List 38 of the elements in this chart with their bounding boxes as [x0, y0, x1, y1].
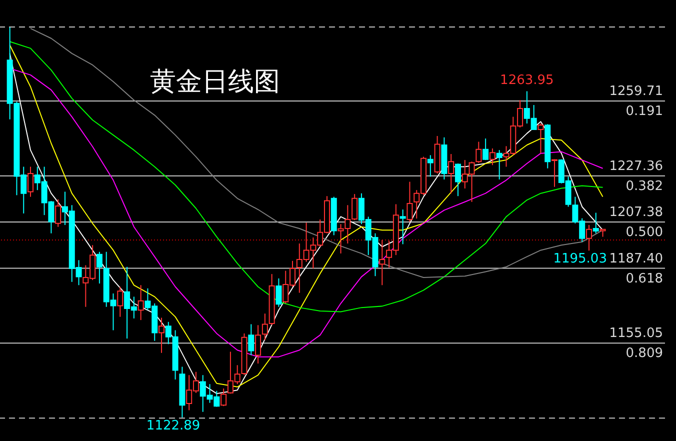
- ref-line-label: 1155.05: [609, 326, 663, 342]
- candlestick: [276, 278, 282, 308]
- candlestick: [448, 154, 454, 194]
- candlestick: [454, 162, 461, 197]
- annotation: 1263.95: [500, 73, 554, 88]
- candlestick: [427, 154, 434, 178]
- annotation: 1122.89: [146, 418, 200, 434]
- ref-line-label: 1259.71: [609, 84, 663, 100]
- candlestick: [586, 224, 592, 252]
- candlestick: [55, 198, 62, 228]
- candlestick: [138, 284, 144, 321]
- ref-line-label: 1187.40: [609, 251, 663, 266]
- candlestick: [117, 286, 124, 318]
- candlestick: [406, 181, 413, 222]
- annotation: 0.618: [626, 271, 663, 286]
- annotation: 0.191: [626, 104, 663, 120]
- ref-line-label: 1227.36: [609, 158, 663, 174]
- annotation: 0.382: [626, 178, 663, 194]
- candlestick: [248, 324, 254, 356]
- annotation: 1195.03: [553, 252, 607, 267]
- candlestick: [592, 212, 599, 234]
- annotation: 0.500: [626, 225, 663, 240]
- text: 黄金日线图: [150, 67, 280, 97]
- candlestick: [158, 317, 165, 354]
- candlestick: [476, 141, 482, 164]
- ref-line-label: 1207.38: [609, 205, 663, 220]
- candlestick: [538, 122, 544, 154]
- candlestick: [379, 240, 386, 286]
- candlestick: [255, 324, 262, 364]
- candlestick: [496, 150, 502, 180]
- candlestick: [552, 158, 558, 188]
- candlestick: [28, 166, 34, 198]
- candlestick: [400, 209, 406, 245]
- annotation: 0.809: [626, 346, 663, 362]
- candlestick: [96, 251, 102, 284]
- candlestick: [220, 388, 227, 407]
- candlestick: [482, 138, 489, 161]
- candlestick: [489, 148, 496, 166]
